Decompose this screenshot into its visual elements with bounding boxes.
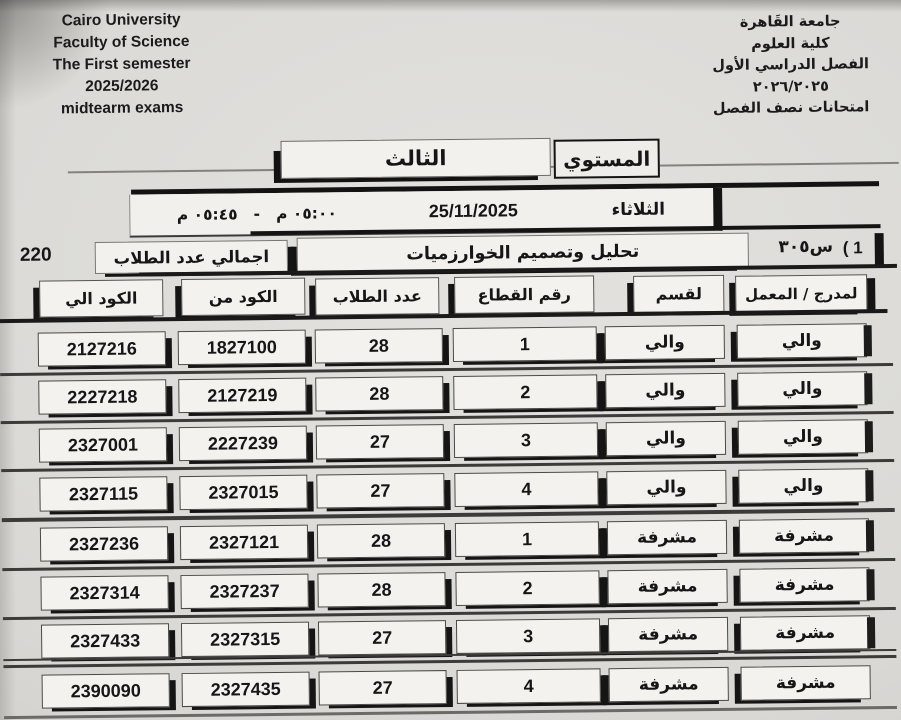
level-label-box: المستوي [553,138,660,179]
header-line-semester: The First semester [52,54,191,74]
cell-department: مشرفة [607,616,729,653]
cell-student-count: 27 [318,670,447,706]
cell-department: مشرفة [607,568,728,605]
cell-sector: 4 [454,471,599,507]
cell-code-to: 2327433 [40,623,170,659]
cell-code-from: 2327015 [179,474,308,511]
cell-code-from: 1827100 [177,329,307,366]
total-students-value: 220 [19,244,52,266]
column-header-hall: لمدرج / المعمل [735,274,868,313]
row-edge-bar [866,617,876,649]
cell-sector: 2 [453,374,598,410]
cell-hall: والي [738,468,869,504]
row-edge-bar [864,373,873,405]
cell-department: مشرفة [608,666,729,703]
course-code: س٣٠٥ [778,236,834,258]
university-header-english: Cairo University Faculty of Science The … [10,8,233,121]
table-row: مشرفة مشرفة 1 28 2327121 2327236 [2,518,901,564]
cell-code-from: 2327315 [180,621,310,658]
cell-sector: 3 [455,618,601,654]
session-date: 25/11/2025 [428,200,518,222]
cell-hall: والي [737,371,868,407]
total-students-label: اجمالي عدد الطلاب [94,239,288,275]
cell-student-count: 28 [314,328,444,364]
level-value-box: الثالث [280,137,551,179]
table-row: مشرفة مشرفة 4 27 2327435 2390090 [4,665,901,711]
cell-code-from: 2327435 [181,671,310,708]
session-time-range: ٠٥:٠٠ م - ٠٥:٤٥ م [130,203,383,224]
cell-sector: 4 [456,668,601,704]
cell-student-count: 27 [317,620,447,656]
header-line-faculty-ar: كلية العلوم [751,35,830,53]
column-header-code-to: الكود الي [39,279,164,318]
header-line-exam-type-ar: امتحانات نصف الفصل [712,99,870,118]
time-start: ٠٥:٠٠ م [275,203,337,223]
cell-sector: 3 [453,422,599,458]
header-line-exam-type: midtearm exams [60,99,184,118]
time-separator: - [253,204,261,223]
cell-hall: والي [736,323,867,359]
session-day: الثلاثاء [611,199,666,220]
cell-department: والي [605,372,726,409]
row-edge-bar [865,470,874,502]
university-header-arabic: جامعة القَاهرة كلية العلوم الفصل الدراسي… [694,11,887,121]
row-edge-bar [866,569,875,601]
row-edge-bar [864,421,874,453]
cell-code-to: 2327001 [38,427,168,463]
course-row-edge-bar [874,233,884,268]
table-row: والي والي 4 27 2327015 2327115 [1,468,901,514]
cell-department: مشرفة [606,519,728,556]
course-index-number: ( 1 [842,238,863,258]
header-line-faculty: Faculty of Science [53,32,190,52]
cell-code-to: 2327236 [39,526,169,562]
cell-code-from: 2227239 [178,425,308,462]
cell-code-to: 2390090 [41,673,170,709]
cell-department: والي [606,469,727,506]
row-edge-bar [863,325,872,357]
cell-code-to: 2127216 [37,331,167,367]
cell-sector: 1 [452,326,598,362]
cell-student-count: 27 [315,424,445,460]
table-row: مشرفة مشرفة 2 28 2327237 2327314 [2,567,901,613]
cell-code-to: 2227218 [38,379,167,415]
header-line-university-ar: جامعة القَاهرة [739,13,841,31]
column-header-student-count: عدد الطلاب [315,277,440,316]
cell-code-from: 2327237 [180,573,309,610]
cell-code-from: 2327121 [179,524,309,561]
cell-department: والي [605,420,727,457]
table-row: والي والي 3 27 2227239 2327001 [1,419,901,465]
row-edge-bar [865,520,875,552]
header-line-semester-ar: الفصل الدراسي الأول [712,56,870,75]
cell-sector: 2 [455,570,600,606]
cell-code-to: 2327314 [40,575,169,611]
column-header-sector: رقم القطاع [454,275,595,314]
cell-student-count: 28 [315,376,444,412]
cell-hall: مشرفة [740,665,871,701]
column-header-code-from: الكود من [181,277,306,317]
cell-student-count: 28 [317,572,446,608]
cell-sector: 1 [454,521,600,557]
column-header-department: لقسم [633,274,725,313]
header-line-year: 2025/2026 [85,77,159,96]
time-end: ٠٥:٤٥ م [176,204,238,224]
cell-department: والي [604,324,726,361]
cell-code-to: 2327115 [39,476,168,512]
cell-hall: مشرفة [738,518,870,554]
cell-student-count: 28 [316,523,446,559]
cell-student-count: 27 [316,473,445,509]
header-row-edge-bar [867,278,876,311]
header-line-year-ar: ٢٠٢٦/٢٠٢٥ [752,78,830,96]
cell-code-from: 2127219 [178,377,307,414]
cell-hall: مشرفة [739,615,871,651]
cell-hall: والي [737,419,869,455]
cell-hall: مشرفة [739,567,870,603]
table-row: والي والي 1 28 1827100 2127216 [0,323,901,369]
table-row: والي والي 2 28 2127219 2227218 [0,371,901,417]
header-line-university: Cairo University [61,11,181,30]
